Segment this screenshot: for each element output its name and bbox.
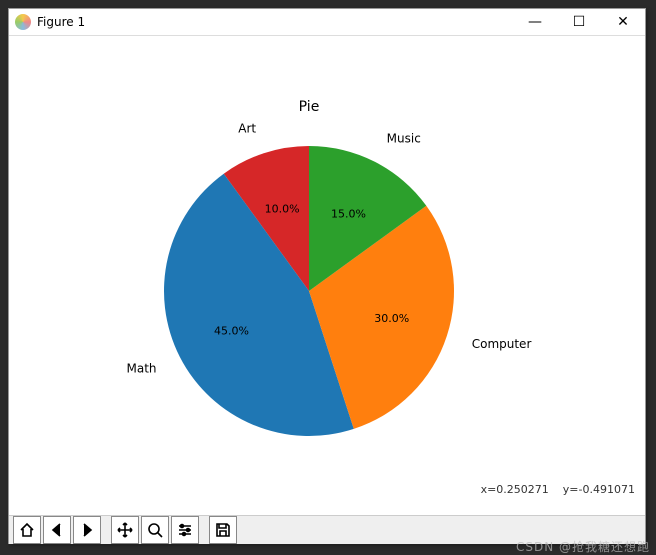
pct-label: 15.0% <box>331 207 366 220</box>
pie-chart: Pie 10.0% Art 45.0% Math 30.0% Computer 15.0% Mu… <box>9 36 645 512</box>
zoom-button[interactable] <box>141 516 169 544</box>
move-icon <box>117 522 133 538</box>
coord-status: x=0.250271 y=-0.491071 <box>460 470 635 509</box>
slice-label: Music <box>387 132 421 146</box>
figure-window: Figure 1 — ☐ ✕ Pie 10.0% Art 45.0% Math 30.0%… <box>8 8 646 544</box>
pan-button[interactable] <box>111 516 139 544</box>
app-icon <box>15 14 31 30</box>
status-y-val: -0.491071 <box>579 483 635 496</box>
sliders-icon <box>177 522 193 538</box>
pct-label: 30.0% <box>374 312 409 325</box>
save-icon <box>215 522 231 538</box>
arrow-left-icon <box>49 522 65 538</box>
pct-label: 45.0% <box>214 324 249 337</box>
save-button[interactable] <box>209 516 237 544</box>
minimize-button[interactable]: — <box>513 9 557 35</box>
slice-label: Art <box>238 121 256 135</box>
close-button[interactable]: ✕ <box>601 9 645 35</box>
status-x-label: x= <box>481 483 497 496</box>
arrow-right-icon <box>79 522 95 538</box>
chart-canvas: Pie 10.0% Art 45.0% Math 30.0% Computer 15.0% Mu… <box>9 36 645 515</box>
status-y-label: y= <box>563 483 579 496</box>
status-x-val: 0.250271 <box>496 483 549 496</box>
watermark: CSDN @抢我糖还想跑 <box>516 538 650 555</box>
pct-label: 10.0% <box>265 202 300 215</box>
home-icon <box>19 522 35 538</box>
maximize-button[interactable]: ☐ <box>557 9 601 35</box>
slice-label: Computer <box>472 337 532 351</box>
titlebar: Figure 1 — ☐ ✕ <box>9 9 645 36</box>
window-title: Figure 1 <box>37 15 513 29</box>
forward-button[interactable] <box>73 516 101 544</box>
zoom-icon <box>147 522 163 538</box>
back-button[interactable] <box>43 516 71 544</box>
config-button[interactable] <box>171 516 199 544</box>
home-button[interactable] <box>13 516 41 544</box>
svg-text:Pie: Pie <box>299 99 320 115</box>
slice-label: Math <box>127 362 157 376</box>
